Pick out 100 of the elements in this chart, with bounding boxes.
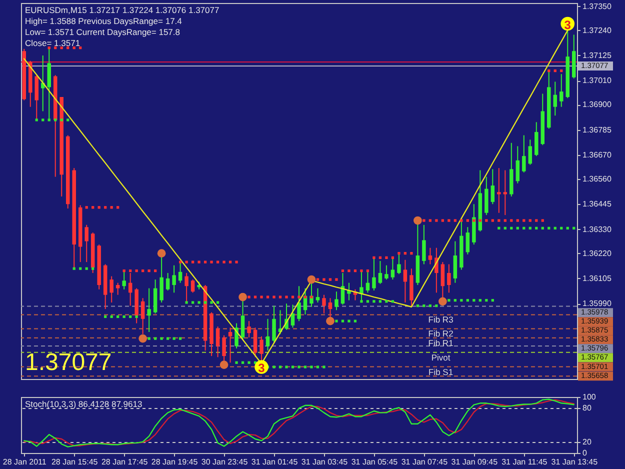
candlestick <box>428 247 432 265</box>
candlestick <box>372 257 376 291</box>
candlestick <box>322 294 326 314</box>
annotation: High= 1.3588 Previous DaysRange= 17.4 <box>25 16 182 26</box>
x-tick-label: 31 Jan 05:45 <box>351 458 398 466</box>
ref-line-label: Fib R1 <box>428 338 454 348</box>
candlestick <box>316 288 320 303</box>
candlestick <box>147 288 151 332</box>
point <box>307 275 316 284</box>
candlestick <box>297 286 301 322</box>
candlestick <box>434 247 438 294</box>
point <box>138 334 148 343</box>
candlestick <box>172 264 176 294</box>
x-tick-label: 30 Jan 23:45 <box>201 458 248 466</box>
candlestick <box>453 240 458 284</box>
y-tick-label: 1.36330 <box>582 224 612 234</box>
candlestick <box>290 304 295 328</box>
candlestick <box>384 264 388 280</box>
chart-title: EURUSDm,M15 1.37217 1.37224 1.37076 1.37077 <box>25 5 220 15</box>
ref-line-label: Fib R3 <box>428 314 454 325</box>
annotation: Low= 1.3571 Current DaysRange= 157.8 <box>25 27 180 37</box>
x-tick-label: 28 Jan 15:45 <box>51 458 98 466</box>
candlestick <box>234 322 238 349</box>
candlestick <box>466 226 470 255</box>
y-tick-label: 1.36560 <box>582 174 612 184</box>
candlestick <box>128 272 132 306</box>
y-tick-label: 1.36670 <box>582 150 612 160</box>
y-tick-label: 0 <box>582 448 588 458</box>
x-tick-label: 31 Jan 01:45 <box>251 458 298 466</box>
x-tick-label: 28 Jan 19:45 <box>151 458 198 466</box>
candlestick <box>516 146 520 184</box>
candlestick <box>228 327 232 364</box>
candlestick <box>534 122 538 157</box>
x-tick-label: 28 Jan 17:45 <box>101 458 148 466</box>
candlestick <box>253 327 258 358</box>
x-tick-label: 28 Jan 2011 <box>2 458 47 466</box>
chart-title: Stoch(10,3,3) 86.4128 87.9613 <box>25 399 142 409</box>
candlestick <box>110 276 114 303</box>
candlestick <box>122 271 126 290</box>
y-tick-label: 1.35990 <box>582 299 612 308</box>
candlestick <box>240 300 245 340</box>
y-tick-label: 1.37240 <box>582 26 612 35</box>
candlestick <box>166 272 170 291</box>
candlestick <box>334 291 338 311</box>
point <box>238 292 247 302</box>
candlestick <box>503 170 508 216</box>
candlestick <box>84 224 88 263</box>
y-tick-label: 100 <box>582 392 596 402</box>
x-tick-label: 31 Jan 07:45 <box>401 458 448 466</box>
y-tick-label: 1.37010 <box>582 76 612 86</box>
candlestick <box>116 282 120 296</box>
candlestick <box>378 260 382 284</box>
candlestick <box>216 326 220 358</box>
candlestick <box>140 298 145 335</box>
candlestick <box>184 272 188 303</box>
y-tick-label: 1.37125 <box>582 50 612 60</box>
x-tick-label: 31 Jan 11:45 <box>502 458 548 466</box>
point <box>220 360 228 369</box>
candlestick <box>247 320 251 338</box>
candlestick <box>360 271 364 303</box>
candlestick <box>497 168 501 214</box>
ref-line-label: Pivot <box>431 352 451 362</box>
candlestick <box>447 264 451 294</box>
candlestick <box>403 259 408 303</box>
candlestick <box>272 305 276 344</box>
point <box>414 216 422 225</box>
ref-line-label: Fib S1 <box>428 366 454 377</box>
y-tick-label: 1.36220 <box>582 248 612 258</box>
annotation: 1.37077 <box>25 349 112 376</box>
text: 3 <box>564 18 571 32</box>
candlestick <box>178 262 182 284</box>
series-label: 3 <box>258 360 266 375</box>
candlestick <box>397 254 401 275</box>
candlestick <box>560 74 564 108</box>
candlestick <box>266 318 270 352</box>
candlestick <box>528 139 532 166</box>
y-tick-label: 1.36445 <box>582 200 612 209</box>
candlestick <box>440 262 445 299</box>
candlestick <box>160 254 164 303</box>
x-tick-label: 31 Jan 09:45 <box>451 458 498 466</box>
x-tick-label: 31 Jan 03:45 <box>301 458 348 466</box>
annotation: Close= 1.3571 <box>25 38 80 48</box>
candlestick <box>490 168 495 205</box>
candlestick <box>522 134 526 173</box>
candlestick <box>422 224 426 265</box>
candlestick <box>553 81 558 116</box>
y-tick-label: 1.36105 <box>582 274 612 283</box>
y-tick-label: 20 <box>582 437 592 446</box>
point <box>326 316 334 326</box>
y-tick-label: 1.37350 <box>582 2 612 11</box>
y-tick-label: 1.36785 <box>582 125 612 134</box>
x-tick-label: 31 Jan 13:45 <box>551 458 598 466</box>
point <box>157 249 166 258</box>
candlestick <box>366 271 370 294</box>
y-tick-label: 1.36900 <box>582 100 612 110</box>
candlestick <box>303 288 308 316</box>
y-tick-label: 80 <box>582 404 592 413</box>
ref-line-label: Fib R2 <box>428 328 454 339</box>
candlestick <box>328 298 332 318</box>
candlestick <box>190 279 195 294</box>
